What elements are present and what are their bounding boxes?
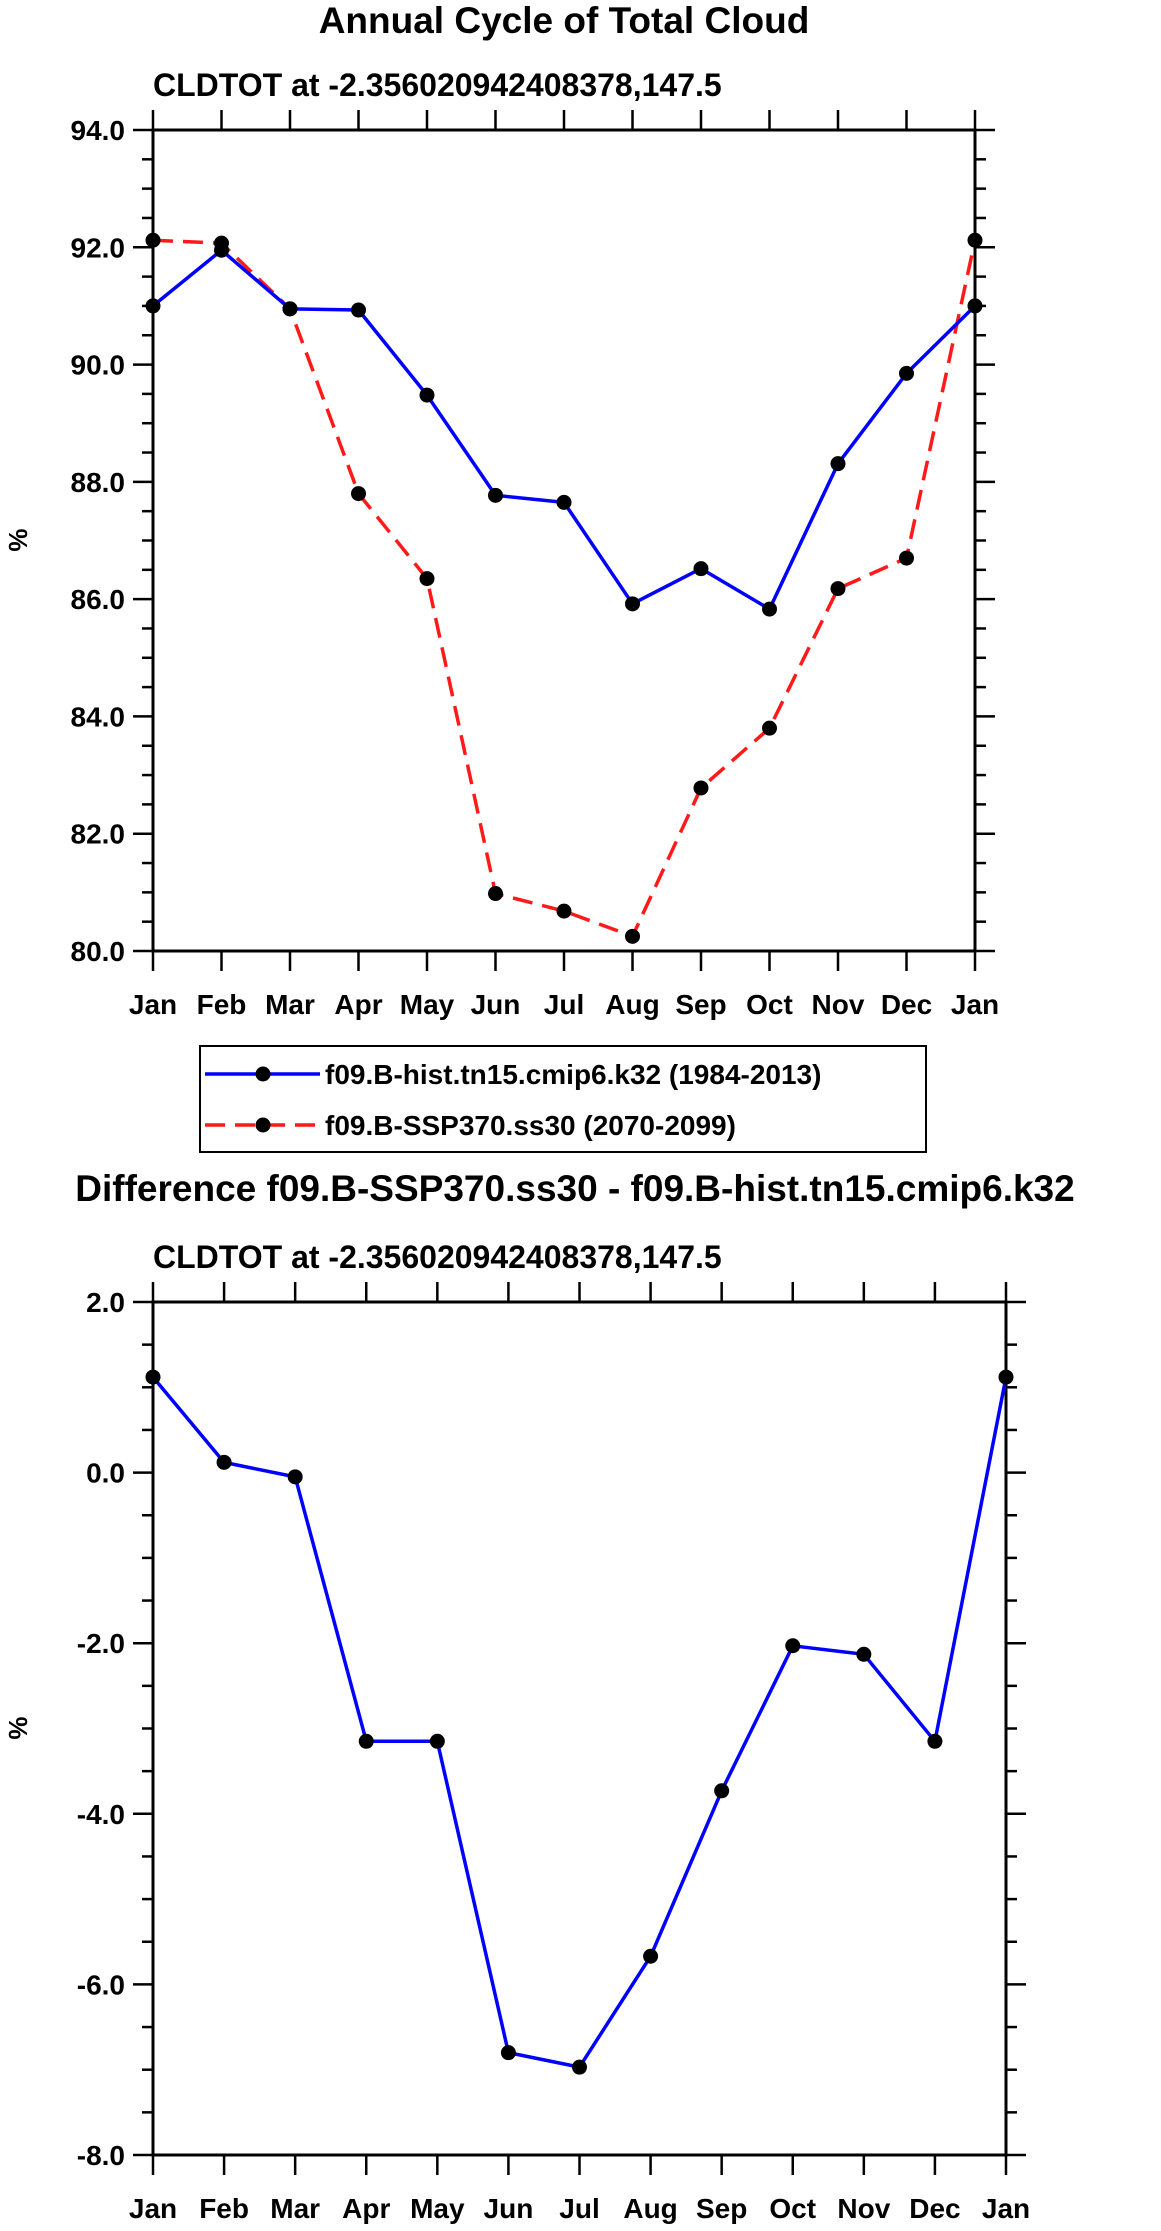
chart2-xtick-label: Nov (837, 2193, 890, 2224)
chart1-series-1-point (419, 571, 435, 587)
chart2-xtick-label: Jan (129, 2193, 177, 2224)
chart2-xtick-label: May (410, 2193, 465, 2224)
chart2-ytick-label: -4.0 (77, 1799, 125, 1830)
chart2-xtick-label: Jul (559, 2193, 599, 2224)
chart2-series-0-point (785, 1638, 801, 1654)
chart2-ylabel: % (3, 1716, 33, 1739)
chart2-xtick-label: Apr (342, 2193, 390, 2224)
chart1-series-0-point (351, 302, 366, 318)
chart2-series-0-point (216, 1454, 232, 1470)
chart1-xtick-label: Apr (334, 989, 382, 1020)
chart1-xtick-label: Oct (746, 989, 793, 1020)
chart2-series-0-point (500, 2045, 516, 2061)
chart2-series-0-point (643, 1948, 659, 1964)
chart2-subtitle: CLDTOT at -2.356020942408378,147.5 (153, 1239, 722, 1275)
chart1-series-1-line (152, 238, 977, 939)
chart1-title: Annual Cycle of Total Cloud (319, 0, 810, 41)
chart2-title: Difference f09.B-SSP370.ss30 - f09.B-his… (75, 1168, 1074, 1209)
chart2-series-0-point (145, 1369, 161, 1385)
chart1-series-1-point (967, 232, 983, 248)
chart2-series-0-point (429, 1733, 445, 1749)
chart2-plot: -8.0 -6.0 -4.0 -2.0 0.0 2.0 Jan Feb Mar Apr May Jun… (77, 1282, 1030, 2224)
chart1-subtitle: CLDTOT at -2.356020942408378,147.5 (153, 67, 722, 103)
chart1-frame (151, 128, 977, 953)
chart1-ytick-label: 80.0 (71, 936, 126, 967)
chart1-plot: 80.0 82.0 84.0 86.0 88.0 90.0 92.0 94.0 Jan Feb Ma… (71, 110, 999, 1020)
chart2-series-0-point (572, 2059, 587, 2075)
chart1-ytick-label: 84.0 (71, 701, 126, 732)
chart1-series-0-point (145, 298, 161, 314)
chart1-series-0-point (214, 242, 229, 258)
chart1-series-0-point (762, 601, 777, 617)
chart1-series-1-point (556, 903, 572, 919)
legend-hist-marker (255, 1066, 271, 1082)
chart2-xtick-label: Aug (623, 2193, 677, 2224)
chart2-series-0-point (856, 1646, 872, 1662)
chart1-series-0-point (488, 487, 503, 503)
chart1-series-0-point (625, 596, 640, 612)
chart1-xtick-label: May (400, 989, 455, 1020)
chart2-frame (151, 1300, 1008, 2157)
legend-ssp-marker (255, 1117, 271, 1133)
chart1-series-1-point (145, 232, 161, 248)
chart1-xtick-label: Jan (951, 989, 999, 1020)
chart1-xtick-label: Aug (605, 989, 659, 1020)
chart2-xtick-label: Jan (982, 2193, 1030, 2224)
chart1-ytick-label: 94.0 (71, 115, 126, 146)
chart1-series-1-point (762, 720, 777, 736)
chart2-ytick-label: -6.0 (77, 1969, 125, 2000)
chart1-series-0-line (151, 248, 977, 611)
chart1-ytick-label: 92.0 (71, 232, 126, 263)
chart1-ytick-label: 82.0 (71, 819, 126, 850)
chart1-series-0-point (282, 301, 298, 317)
chart2-series-0-line (151, 1375, 1008, 2069)
chart2-series-0-point (714, 1783, 730, 1799)
chart1-series-1-point (488, 886, 503, 902)
chart1-xtick-label: Dec (881, 989, 932, 1020)
chart1-series-0-point (899, 365, 914, 381)
chart1-xtick-label: Jul (544, 989, 584, 1020)
chart2-xtick-label: Jun (484, 2193, 534, 2224)
chart2-series-0-point (998, 1369, 1014, 1385)
chart1-series-1-point (693, 780, 709, 796)
chart2-ytick-label: -2.0 (77, 1628, 125, 1659)
chart1-series-1-point (899, 550, 914, 566)
chart1-xtick-label: Nov (812, 989, 865, 1020)
chart2-xtick-label: Sep (696, 2193, 747, 2224)
chart2-xtick-label: Mar (270, 2193, 320, 2224)
legend-ssp-label: f09.B-SSP370.ss30 (2070-2099) (325, 1110, 736, 1141)
chart2-series-0-point (287, 1469, 303, 1485)
chart1-xtick-label: Jun (471, 989, 521, 1020)
legend: f09.B-hist.tn15.cmip6.k32 (1984-2013) f0… (199, 1045, 927, 1153)
chart2-series-0-point (927, 1733, 943, 1749)
chart1-series-1-point (625, 928, 640, 944)
chart2-xtick-label: Feb (199, 2193, 249, 2224)
chart1-series-1-point (830, 581, 846, 597)
chart1-ytick-label: 86.0 (71, 584, 126, 615)
chart1-ytick-label: 90.0 (71, 350, 126, 381)
chart1-xtick-label: Sep (675, 989, 726, 1020)
chart1-series-0-point (967, 298, 983, 314)
chart1-ytick-label: 88.0 (71, 467, 126, 498)
chart2-ytick-label: 2.0 (86, 1287, 125, 1318)
chart2-ytick-label: -8.0 (77, 2140, 125, 2171)
chart1-series-1-point (351, 486, 366, 502)
legend-hist-label: f09.B-hist.tn15.cmip6.k32 (1984-2013) (325, 1059, 821, 1090)
chart1-series-0-point (830, 456, 846, 472)
chart1-series-0-point (419, 387, 435, 403)
chart1-series-0-point (693, 561, 709, 577)
legend-box (199, 1045, 927, 1153)
chart1-xtick-label: Feb (197, 989, 247, 1020)
chart2-xtick-label: Oct (769, 2193, 816, 2224)
chart2-xtick-label: Dec (909, 2193, 960, 2224)
chart2-series-0-point (358, 1733, 374, 1749)
chart2-ytick-label: 0.0 (86, 1458, 125, 1489)
chart1-xtick-label: Mar (265, 989, 315, 1020)
chart1-series-0-point (556, 494, 572, 510)
chart1-xtick-label: Jan (129, 989, 177, 1020)
chart1-ylabel: % (3, 528, 33, 551)
